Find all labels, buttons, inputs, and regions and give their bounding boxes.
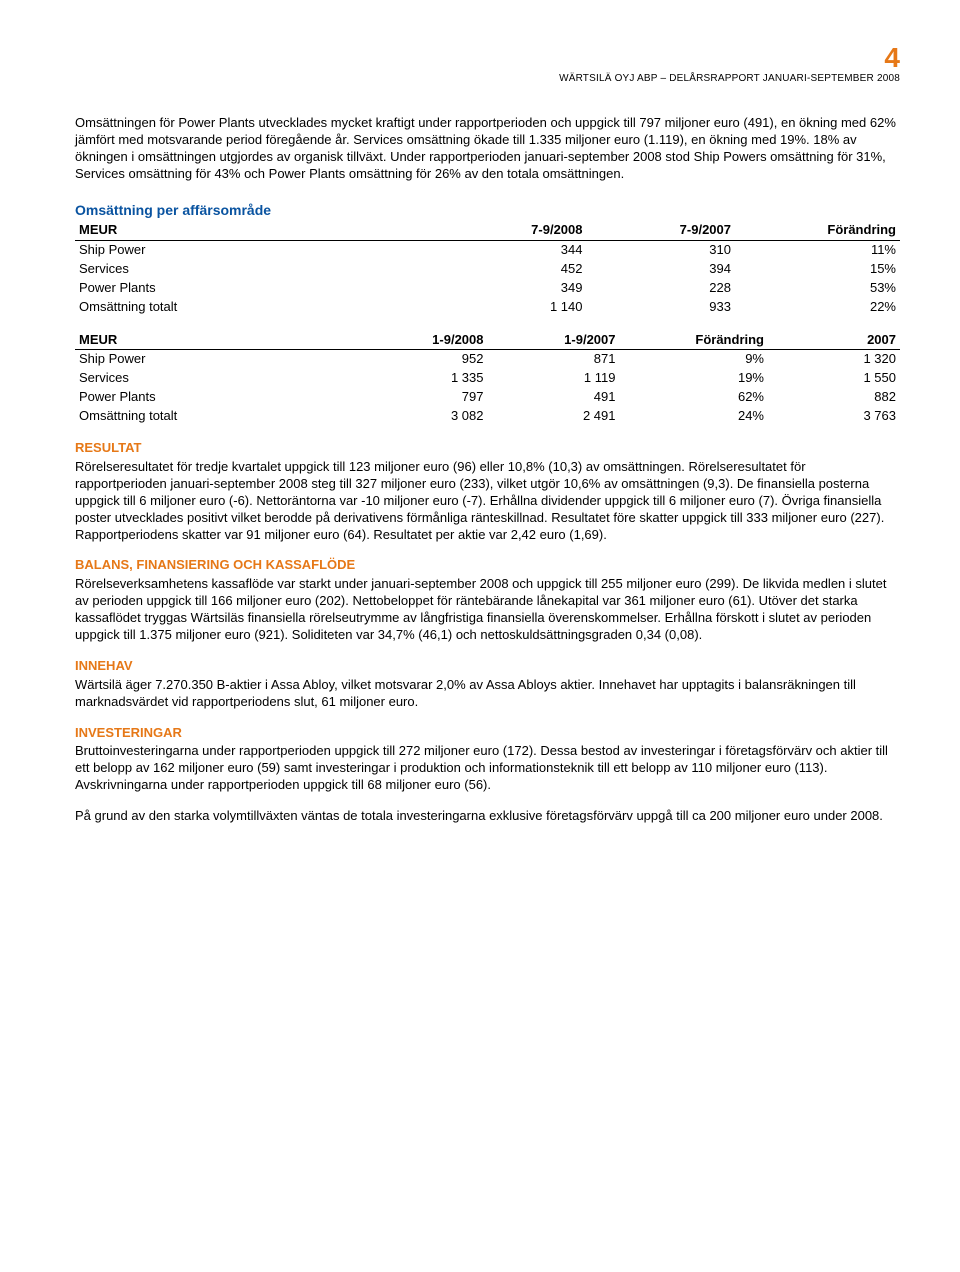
cell: 1 550 bbox=[768, 369, 900, 388]
cell: 310 bbox=[587, 241, 736, 260]
table-header-row: MEUR 7-9/2008 7-9/2007 Förändring bbox=[75, 221, 900, 240]
invest-paragraph-1: Bruttoinvesteringarna under rapportperio… bbox=[75, 743, 900, 794]
col-header: Förändring bbox=[735, 221, 900, 240]
table-row: Services 1 335 1 119 19% 1 550 bbox=[75, 369, 900, 388]
table-row: Ship Power 952 871 9% 1 320 bbox=[75, 350, 900, 369]
cell: Power Plants bbox=[75, 279, 438, 298]
intro-paragraph: Omsättningen för Power Plants utvecklade… bbox=[75, 115, 900, 183]
table-row: Services 452 394 15% bbox=[75, 260, 900, 279]
cell: Services bbox=[75, 260, 438, 279]
cell: 15% bbox=[735, 260, 900, 279]
col-header: MEUR bbox=[75, 331, 356, 350]
cell: 24% bbox=[620, 407, 769, 426]
cell: 2 491 bbox=[488, 407, 620, 426]
cell: Omsättning totalt bbox=[75, 407, 356, 426]
cell: 53% bbox=[735, 279, 900, 298]
cell: 344 bbox=[438, 241, 587, 260]
cell: 394 bbox=[587, 260, 736, 279]
cell: 952 bbox=[356, 350, 488, 369]
cell: 228 bbox=[587, 279, 736, 298]
col-header: 7-9/2007 bbox=[587, 221, 736, 240]
innehav-paragraph: Wärtsilä äger 7.270.350 B-aktier i Assa … bbox=[75, 677, 900, 711]
cell: 1 140 bbox=[438, 298, 587, 317]
cell: 9% bbox=[620, 350, 769, 369]
col-header: 2007 bbox=[768, 331, 900, 350]
cell: 882 bbox=[768, 388, 900, 407]
col-header: 1-9/2007 bbox=[488, 331, 620, 350]
invest-paragraph-2: På grund av den starka volymtillväxten v… bbox=[75, 808, 900, 825]
cell: 1 320 bbox=[768, 350, 900, 369]
section-balans-heading: BALANS, FINANSIERING OCH KASSAFLÖDE bbox=[75, 557, 900, 574]
cell: Omsättning totalt bbox=[75, 298, 438, 317]
cell: 452 bbox=[438, 260, 587, 279]
cell: 62% bbox=[620, 388, 769, 407]
cell: 797 bbox=[356, 388, 488, 407]
page-number: 4 bbox=[75, 40, 900, 76]
cell: 491 bbox=[488, 388, 620, 407]
cell: 22% bbox=[735, 298, 900, 317]
section-omsattning-heading: Omsättning per affärsområde bbox=[75, 201, 900, 219]
cell: 871 bbox=[488, 350, 620, 369]
cell: 933 bbox=[587, 298, 736, 317]
col-header: 1-9/2008 bbox=[356, 331, 488, 350]
page-header: WÄRTSILÄ OYJ ABP – DELÅRSRAPPORT JANUARI… bbox=[75, 72, 900, 85]
cell: Ship Power bbox=[75, 350, 356, 369]
col-header: Förändring bbox=[620, 331, 769, 350]
table-omsattning-ytd: MEUR 1-9/2008 1-9/2007 Förändring 2007 S… bbox=[75, 331, 900, 426]
cell: 19% bbox=[620, 369, 769, 388]
cell: 3 082 bbox=[356, 407, 488, 426]
col-header: MEUR bbox=[75, 221, 438, 240]
section-innehav-heading: INNEHAV bbox=[75, 658, 900, 675]
cell: 1 335 bbox=[356, 369, 488, 388]
resultat-paragraph: Rörelseresultatet för tredje kvartalet u… bbox=[75, 459, 900, 543]
table-row: Power Plants 797 491 62% 882 bbox=[75, 388, 900, 407]
col-header: 7-9/2008 bbox=[438, 221, 587, 240]
table-omsattning-q3: MEUR 7-9/2008 7-9/2007 Förändring Ship P… bbox=[75, 221, 900, 316]
table-header-row: MEUR 1-9/2008 1-9/2007 Förändring 2007 bbox=[75, 331, 900, 350]
table-row: Power Plants 349 228 53% bbox=[75, 279, 900, 298]
cell: 11% bbox=[735, 241, 900, 260]
table-row-total: Omsättning totalt 3 082 2 491 24% 3 763 bbox=[75, 407, 900, 426]
section-resultat-heading: RESULTAT bbox=[75, 440, 900, 457]
cell: Services bbox=[75, 369, 356, 388]
cell: 349 bbox=[438, 279, 587, 298]
cell: Ship Power bbox=[75, 241, 438, 260]
cell: Power Plants bbox=[75, 388, 356, 407]
table-row: Ship Power 344 310 11% bbox=[75, 241, 900, 260]
table-row-total: Omsättning totalt 1 140 933 22% bbox=[75, 298, 900, 317]
cell: 3 763 bbox=[768, 407, 900, 426]
cell: 1 119 bbox=[488, 369, 620, 388]
balans-paragraph: Rörelseverksamhetens kassaflöde var star… bbox=[75, 576, 900, 644]
section-investeringar-heading: INVESTERINGAR bbox=[75, 725, 900, 742]
